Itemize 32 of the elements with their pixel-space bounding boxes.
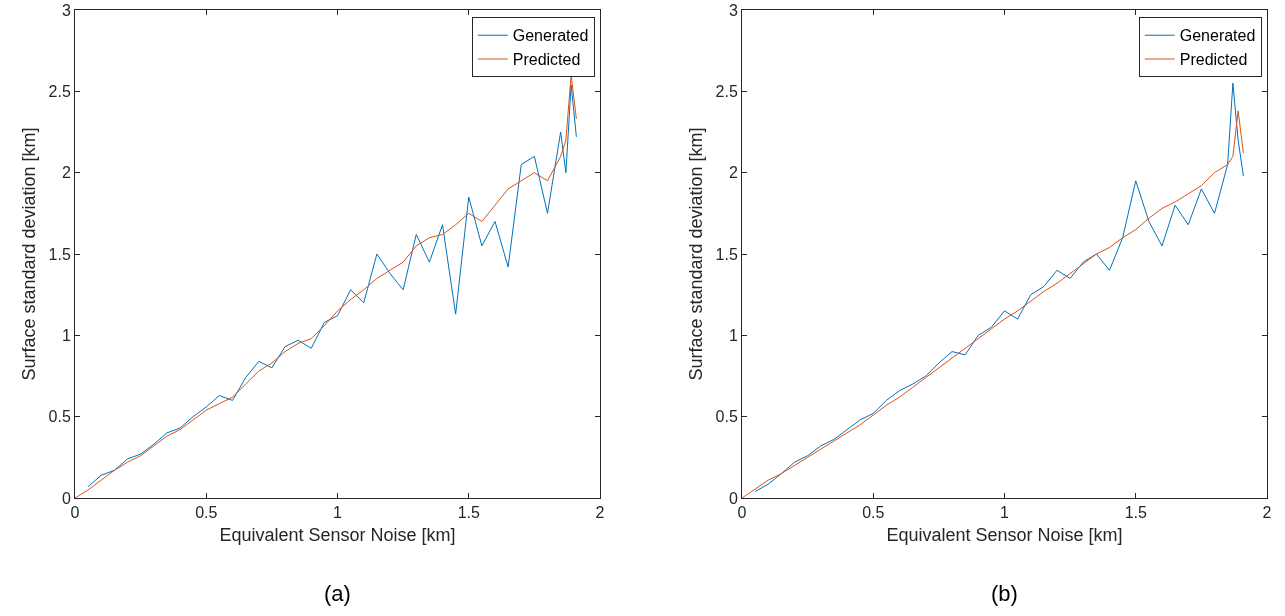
text: (b) xyxy=(991,581,1018,606)
x-tick-label: 2 xyxy=(1262,504,1272,522)
x-axis-title: Equivalent Sensor Noise [km] xyxy=(886,525,1123,546)
y-tick-label: 0.5 xyxy=(48,408,71,426)
text: (a) xyxy=(324,581,351,606)
y-tick-label: 1 xyxy=(61,326,71,344)
x-tick-label: 0.5 xyxy=(195,504,218,522)
x-tick-label: 1 xyxy=(1000,504,1010,522)
y-tick-label: 1 xyxy=(728,326,738,344)
x-axis-title: Equivalent Sensor Noise [km] xyxy=(219,525,456,546)
y-tick-label: 3 xyxy=(61,1,71,19)
y-tick-label: 0.5 xyxy=(715,408,738,426)
legend-label: Generated xyxy=(512,27,589,45)
y-tick-label: 2 xyxy=(728,164,738,182)
y-axis-title: Surface standard deviation [km] xyxy=(18,127,39,381)
x-tick-label: 1.5 xyxy=(457,504,480,522)
y-axis-title: Surface standard deviation [km] xyxy=(685,127,706,381)
y-tick-label: 1.5 xyxy=(715,245,738,263)
x-tick-label: 1.5 xyxy=(1124,504,1147,522)
y-tick-label: 3 xyxy=(728,1,738,19)
y-tick-label: 0 xyxy=(61,489,71,507)
y-tick-label: 2.5 xyxy=(715,82,738,100)
legend-label: Predicted xyxy=(512,51,581,69)
x-tick-label: 0.5 xyxy=(862,504,885,522)
legend-label: Generated xyxy=(1179,27,1256,45)
y-tick-label: 2.5 xyxy=(48,82,71,100)
x-tick-label: 1 xyxy=(333,504,343,522)
x-tick-label: 2 xyxy=(595,504,605,522)
y-tick-label: 0 xyxy=(728,489,738,507)
y-tick-label: 2 xyxy=(61,164,71,182)
legend-label: Predicted xyxy=(1179,51,1248,69)
y-tick-label: 1.5 xyxy=(48,245,71,263)
